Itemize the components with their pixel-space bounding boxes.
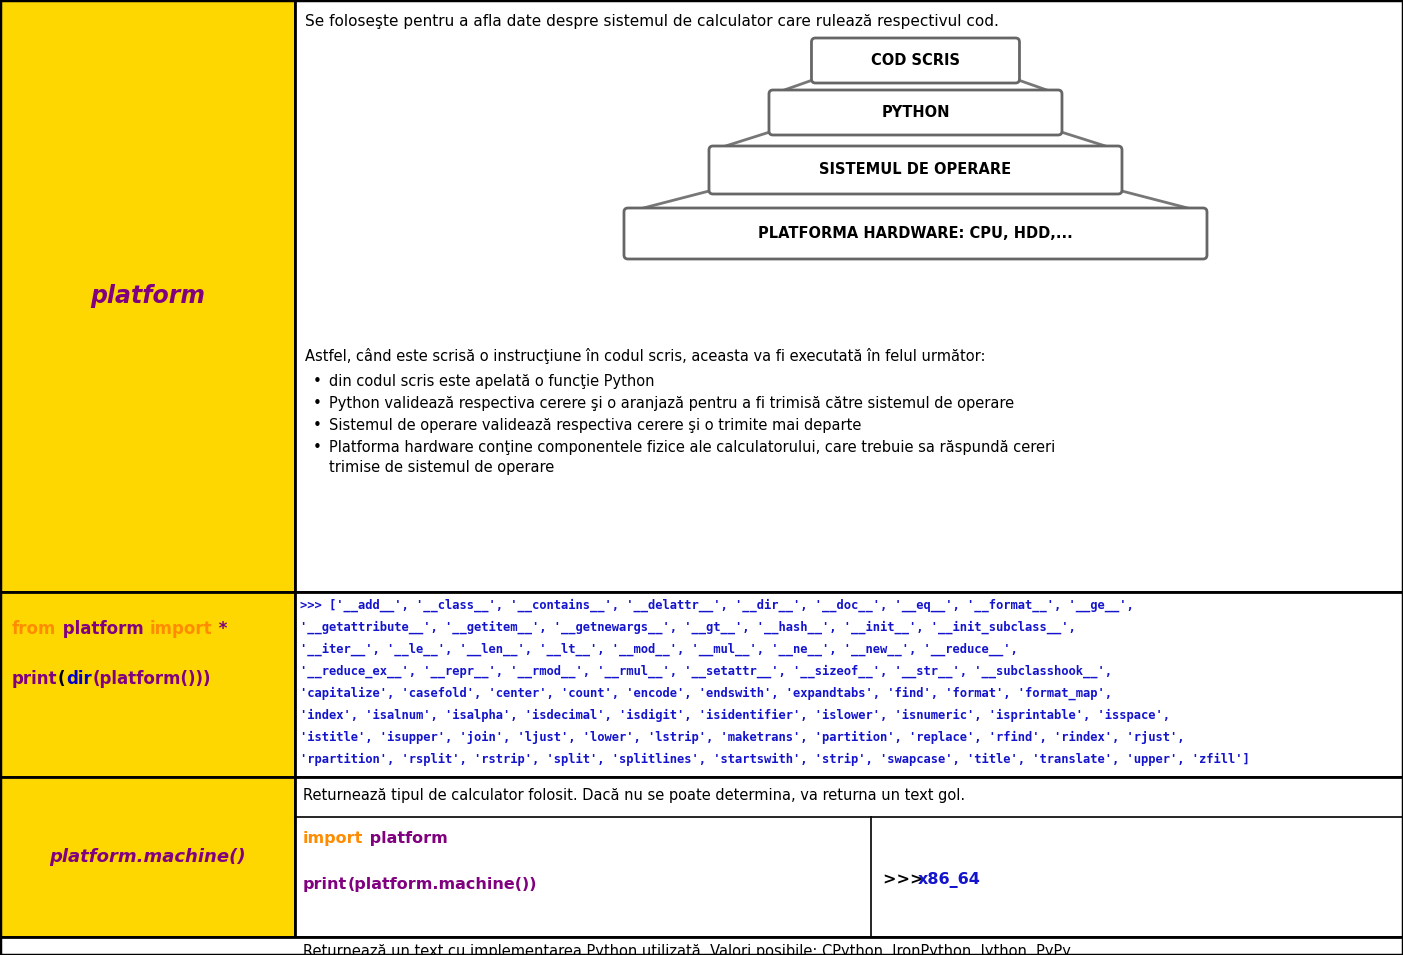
Text: '__iter__', '__le__', '__len__', '__lt__', '__mod__', '__mul__', '__ne__', '__ne: '__iter__', '__le__', '__len__', '__lt__… xyxy=(300,643,1017,656)
Text: x86_64: x86_64 xyxy=(918,872,981,888)
Text: dir: dir xyxy=(66,670,91,688)
Bar xyxy=(295,592,1403,777)
Text: from: from xyxy=(13,620,56,638)
FancyBboxPatch shape xyxy=(811,38,1020,83)
Text: (platform.machine()): (platform.machine()) xyxy=(348,877,537,892)
Text: COD SCRIS: COD SCRIS xyxy=(871,53,960,68)
Text: platform: platform xyxy=(90,284,205,308)
Text: PLATFORMA HARDWARE: CPU, HDD,...: PLATFORMA HARDWARE: CPU, HDD,... xyxy=(758,226,1073,241)
Text: din codul scris este apelată o funcţie Python: din codul scris este apelată o funcţie P… xyxy=(328,374,655,389)
Text: •: • xyxy=(313,440,321,455)
Text: >>>: >>> xyxy=(882,872,929,887)
Text: 'index', 'isalnum', 'isalpha', 'isdecimal', 'isdigit', 'isidentifier', 'islower': 'index', 'isalnum', 'isalpha', 'isdecima… xyxy=(300,709,1170,722)
Bar xyxy=(0,937,1403,955)
Text: Returnează tipul de calculator folosit. Dacă nu se poate determina, va returna u: Returnează tipul de calculator folosit. … xyxy=(303,788,965,803)
Text: platform: platform xyxy=(363,831,448,846)
Text: 'istitle', 'isupper', 'join', 'ljust', 'lower', 'lstrip', 'maketrans', 'partitio: 'istitle', 'isupper', 'join', 'ljust', '… xyxy=(300,731,1184,744)
Text: Python validează respectiva cerere şi o aranjază pentru a fi trimisă către siste: Python validează respectiva cerere şi o … xyxy=(328,396,1014,411)
Text: print: print xyxy=(13,670,58,688)
Bar xyxy=(295,777,1403,937)
Bar xyxy=(0,592,295,777)
Text: Astfel, când este scrisă o instrucţiune în codul scris, aceasta va fi executată : Astfel, când este scrisă o instrucţiune … xyxy=(304,348,985,364)
Text: *: * xyxy=(213,620,227,638)
Text: print: print xyxy=(303,877,348,892)
Text: Returnează un text cu implementarea Python utilizată. Valori posibile: CPython, : Returnează un text cu implementarea Pyth… xyxy=(303,944,1073,955)
Text: Se foloseşte pentru a afla date despre sistemul de calculator care rulează respe: Se foloseşte pentru a afla date despre s… xyxy=(304,14,999,29)
Text: Sistemul de operare validează respectiva cerere şi o trimite mai departe: Sistemul de operare validează respectiva… xyxy=(328,418,861,433)
Bar xyxy=(295,0,1403,592)
Text: '__reduce_ex__', '__repr__', '__rmod__', '__rmul__', '__setattr__', '__sizeof__': '__reduce_ex__', '__repr__', '__rmod__',… xyxy=(300,665,1113,678)
Text: 'rpartition', 'rsplit', 'rstrip', 'split', 'splitlines', 'startswith', 'strip', : 'rpartition', 'rsplit', 'rstrip', 'split… xyxy=(300,753,1250,766)
Text: import: import xyxy=(303,831,363,846)
FancyBboxPatch shape xyxy=(624,208,1207,259)
Text: •: • xyxy=(313,418,321,433)
Bar xyxy=(0,0,295,592)
Text: 'capitalize', 'casefold', 'center', 'count', 'encode', 'endswith', 'expandtabs',: 'capitalize', 'casefold', 'center', 'cou… xyxy=(300,687,1113,700)
Text: Platforma hardware conţine componentele fizice ale calculatorului, care trebuie : Platforma hardware conţine componentele … xyxy=(328,440,1055,455)
FancyBboxPatch shape xyxy=(709,146,1122,194)
Text: '__getattribute__', '__getitem__', '__getnewargs__', '__gt__', '__hash__', '__in: '__getattribute__', '__getitem__', '__ge… xyxy=(300,621,1076,634)
Text: •: • xyxy=(313,396,321,411)
Text: trimise de sistemul de operare: trimise de sistemul de operare xyxy=(328,460,554,475)
Text: (platform())): (platform())) xyxy=(93,670,210,688)
Text: SISTEMUL DE OPERARE: SISTEMUL DE OPERARE xyxy=(819,162,1012,178)
Text: •: • xyxy=(313,374,321,389)
Text: platform.machine(): platform.machine() xyxy=(49,848,246,866)
Text: (: ( xyxy=(58,670,66,688)
Bar xyxy=(0,777,295,937)
Text: >>> ['__add__', '__class__', '__contains__', '__delattr__', '__dir__', '__doc__': >>> ['__add__', '__class__', '__contains… xyxy=(300,599,1134,612)
Text: PYTHON: PYTHON xyxy=(881,105,950,120)
Text: import: import xyxy=(150,620,212,638)
FancyBboxPatch shape xyxy=(769,90,1062,135)
Text: platform: platform xyxy=(58,620,149,638)
